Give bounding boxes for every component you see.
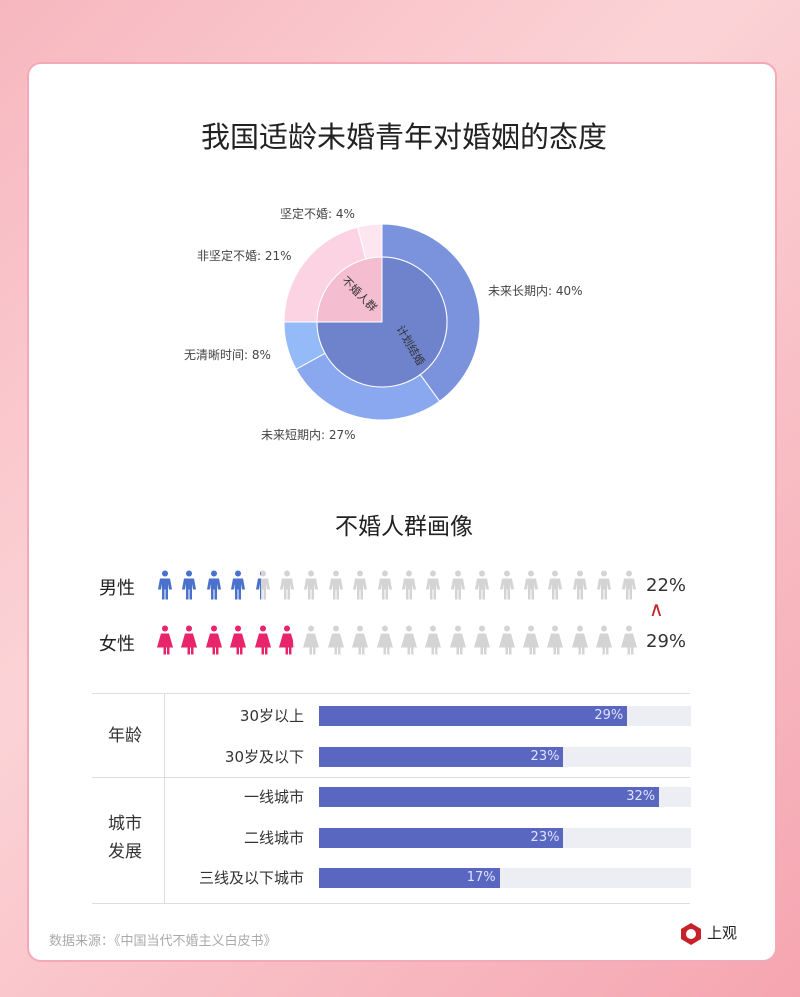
male-icon: [326, 567, 346, 607]
row-label: 一线城市: [243, 788, 304, 806]
female-icon: [545, 622, 565, 662]
female-icon: [350, 622, 370, 662]
inner-slice-1: [316, 256, 383, 323]
bar-track: 32%: [319, 787, 691, 807]
bar: 29%: [319, 706, 628, 726]
female-icon: [155, 622, 175, 662]
female-icon: [472, 622, 492, 662]
male-label: 男性: [99, 578, 135, 599]
female-icon: [423, 622, 443, 662]
male-icon: [301, 567, 321, 607]
group-label: 城市 发展: [108, 814, 142, 862]
comparison-sign: ∧: [649, 597, 664, 621]
infographic-card: 我国适龄未婚青年对婚姻的态度 计划结婚 不婚人群 坚定不婚: 4% 非坚定不婚: …: [27, 62, 777, 962]
male-icon: [472, 567, 492, 607]
bar-value-label: 32%: [626, 789, 656, 804]
male-icon: [375, 567, 395, 607]
female-label: 女性: [99, 634, 135, 655]
male-icon: [423, 567, 443, 607]
male-icon: [619, 567, 639, 607]
female-icon: [253, 622, 273, 662]
female-icon: [399, 622, 419, 662]
bar: 32%: [319, 787, 660, 807]
inner-slice-0: [316, 256, 448, 388]
female-icon: [375, 622, 395, 662]
label-short: 未来短期内: 27%: [261, 428, 356, 442]
male-icon: [350, 567, 370, 607]
label-nonfirm: 非坚定不婚: 21%: [197, 249, 292, 263]
female-pct: 29%: [646, 631, 687, 652]
chart-title: 我国适龄未婚青年对婚姻的态度: [200, 120, 607, 154]
divider: [92, 777, 690, 778]
female-icon: [179, 622, 199, 662]
bar-value-label: 17%: [466, 870, 496, 885]
logo: 上观: [679, 922, 737, 950]
male-icon: [448, 567, 468, 607]
male-icon: [277, 567, 297, 607]
female-icon: [204, 622, 224, 662]
female-icon: [228, 622, 248, 662]
divider: [92, 693, 690, 694]
bar-value-label: 23%: [530, 829, 560, 845]
male-icon: [545, 567, 565, 607]
male-icon: [179, 567, 199, 607]
male-icon: [155, 567, 175, 607]
bar-track: 17%: [319, 868, 691, 888]
female-icon: [497, 622, 517, 662]
row-label: 30岁及以下: [224, 747, 304, 766]
bar: 23%: [319, 746, 564, 767]
female-icon: [570, 622, 590, 662]
label-unclear: 无清晰时间: 8%: [184, 348, 271, 362]
male-icon: [204, 567, 224, 607]
row-label: 二线城市: [243, 828, 304, 847]
bar: 17%: [319, 868, 500, 888]
female-icon: [619, 622, 639, 662]
male-icon: [497, 567, 517, 607]
bar-track: 29%: [319, 706, 691, 726]
male-pct: 22%: [646, 575, 687, 596]
bar-value-label: 29%: [594, 708, 624, 723]
logo-text: 上观: [707, 924, 738, 942]
source-note: 数据来源：《中国当代不婚主义白皮书》: [49, 934, 277, 949]
group-label: 年龄: [108, 726, 142, 746]
female-icon: [594, 622, 614, 662]
female-icon: [448, 622, 468, 662]
female-icon: [521, 622, 541, 662]
female-icon: [326, 622, 346, 662]
logo-icon: [681, 923, 701, 945]
female-icon: [301, 622, 321, 662]
label-firm: 坚定不婚: 4%: [280, 207, 355, 221]
row-label: 三线及以下城市: [198, 869, 304, 887]
divider: [164, 693, 165, 903]
bar-track: 23%: [319, 827, 691, 848]
bar-value-label: 23%: [530, 748, 560, 764]
female-icon: [277, 622, 297, 662]
bar-track: 23%: [319, 746, 691, 767]
male-icon: [253, 567, 273, 607]
male-icon: [570, 567, 590, 607]
bar: 23%: [319, 827, 564, 848]
male-icon: [399, 567, 419, 607]
divider: [92, 903, 690, 904]
label-long: 未来长期内: 40%: [488, 284, 583, 298]
male-icon: [521, 567, 541, 607]
row-label: 30岁以上: [239, 707, 304, 725]
male-icon: [228, 567, 248, 607]
male-icon: [594, 567, 614, 607]
section-title: 不婚人群画像: [335, 514, 473, 540]
